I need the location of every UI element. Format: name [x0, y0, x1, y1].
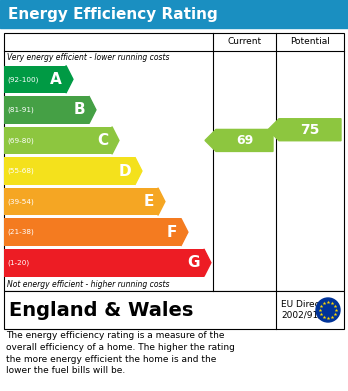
Text: The energy efficiency rating is a measure of the
overall efficiency of a home. T: The energy efficiency rating is a measur… [6, 331, 235, 375]
Text: C: C [97, 133, 108, 148]
Text: Energy Efficiency Rating: Energy Efficiency Rating [8, 7, 218, 22]
Bar [0, 0, 348, 28]
Text: A: A [50, 72, 62, 87]
Text: (69-80): (69-80) [7, 137, 34, 143]
Text: (92-100): (92-100) [7, 76, 38, 83]
Polygon shape [89, 96, 96, 124]
Text: E: E [144, 194, 154, 209]
Text: EU Directive
2002/91/EC: EU Directive 2002/91/EC [281, 300, 337, 320]
Text: Current: Current [228, 38, 262, 47]
Bar [4, 249, 204, 276]
Text: Potential: Potential [290, 38, 330, 47]
Text: (21-38): (21-38) [7, 229, 34, 235]
Polygon shape [135, 157, 142, 185]
Text: (81-91): (81-91) [7, 107, 34, 113]
Text: Very energy efficient - lower running costs: Very energy efficient - lower running co… [7, 53, 169, 62]
Polygon shape [204, 249, 211, 276]
Polygon shape [205, 129, 273, 151]
Bar [4, 291, 344, 329]
Bar [4, 66, 66, 93]
Polygon shape [268, 119, 341, 141]
Text: 69: 69 [236, 134, 253, 147]
Bar [4, 157, 135, 185]
Polygon shape [158, 188, 165, 215]
Text: D: D [118, 163, 131, 179]
Bar [4, 33, 344, 291]
Bar [4, 96, 89, 124]
Polygon shape [66, 66, 73, 93]
Text: England & Wales: England & Wales [9, 301, 193, 319]
Text: B: B [73, 102, 85, 117]
Bar [4, 218, 181, 246]
Polygon shape [181, 218, 188, 246]
Polygon shape [112, 127, 119, 154]
Text: Not energy efficient - higher running costs: Not energy efficient - higher running co… [7, 280, 169, 289]
Text: (39-54): (39-54) [7, 198, 34, 205]
Bar [4, 188, 158, 215]
Text: (1-20): (1-20) [7, 260, 29, 266]
Text: (55-68): (55-68) [7, 168, 34, 174]
Text: G: G [188, 255, 200, 270]
Bar [4, 127, 112, 154]
Circle shape [316, 298, 340, 322]
Text: 75: 75 [300, 123, 320, 137]
Text: F: F [167, 225, 177, 240]
